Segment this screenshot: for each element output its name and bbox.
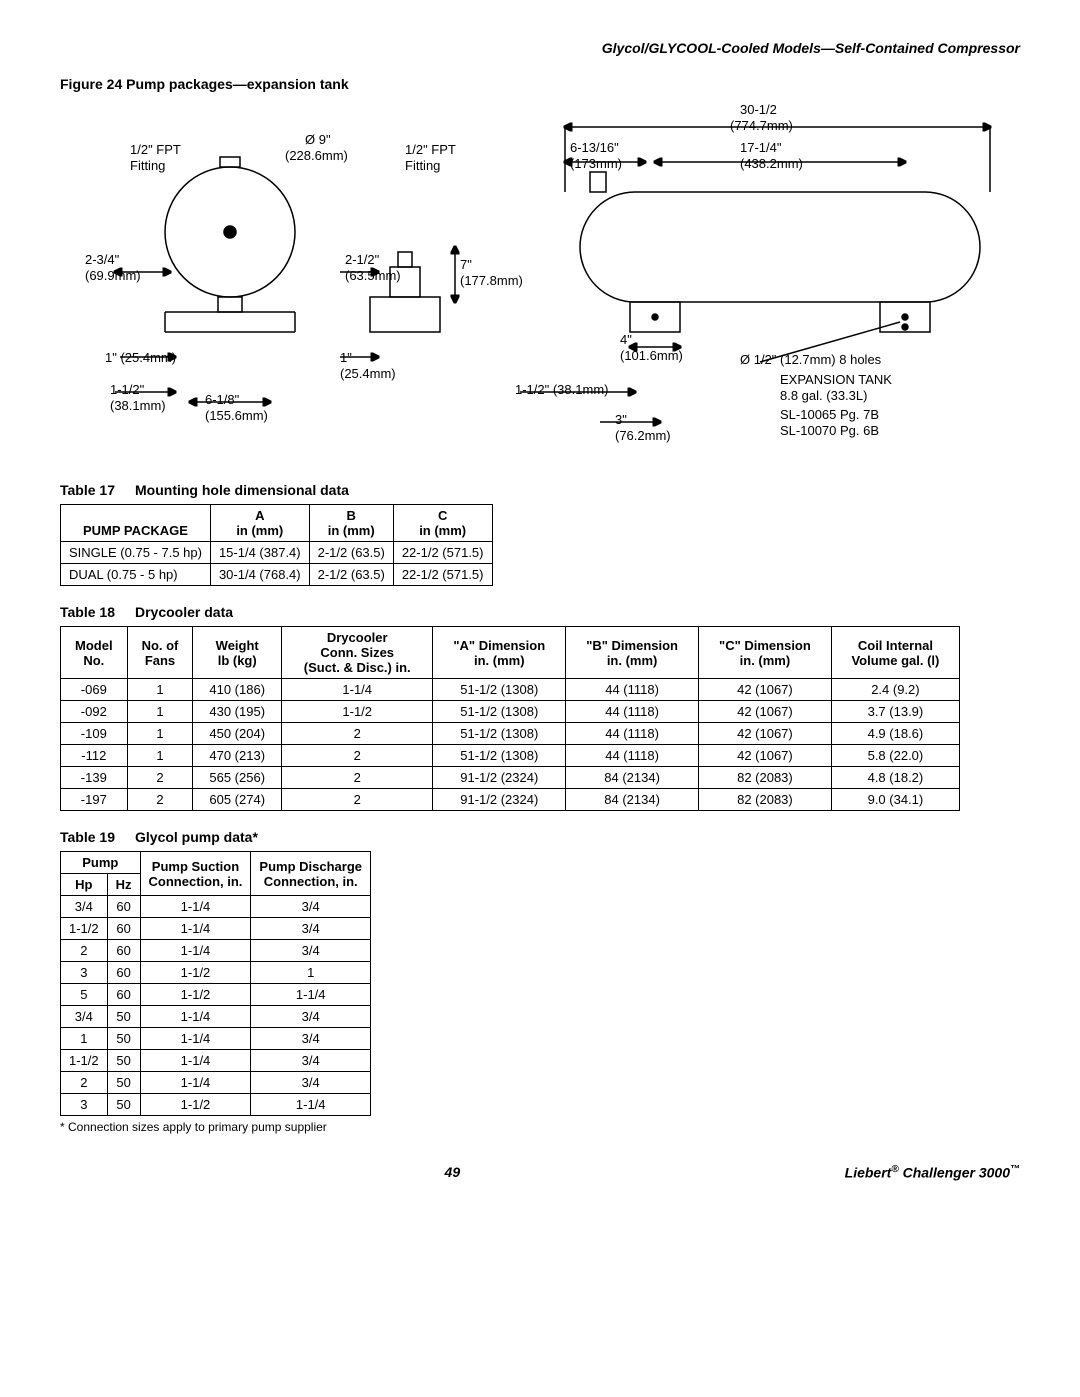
table19-footnote: * Connection sizes apply to primary pump…: [60, 1120, 1020, 1134]
dim-6-13-16: 6-13/16": [570, 140, 619, 155]
dim-6-1-8: 6-1/8": [205, 392, 239, 407]
expansion-tank-diagram: Ø 9" (228.6mm) 1/2" FPTFitting 1/2" FPTF…: [60, 102, 1020, 462]
dim-1b: 1": [340, 350, 352, 365]
page-number: 49: [60, 1164, 845, 1181]
dim-7: 7": [460, 257, 472, 272]
dim-1-1-2b: 1-1/2" (38.1mm): [515, 382, 608, 397]
page-footer: 49 Liebert® Challenger 3000™: [60, 1164, 1020, 1181]
dim-1-1-2: 1-1/2": [110, 382, 144, 397]
dim-2-1-2: 2-1/2": [345, 252, 379, 267]
dim-17-1-4: 17-1/4": [740, 140, 781, 155]
fpt-right: 1/2" FPT: [405, 142, 456, 157]
table19-caption: Table 19Glycol pump data*: [60, 829, 1020, 845]
holes-label: Ø 1/2" (12.7mm) 8 holes: [740, 352, 881, 367]
dim-30-1-2mm: (774.7mm): [730, 118, 793, 133]
dim-4: 4": [620, 332, 632, 347]
page-header: Glycol/GLYCOOL-Cooled Models—Self-Contai…: [60, 40, 1020, 56]
table17-caption: Table 17Mounting hole dimensional data: [60, 482, 1020, 498]
dim-dia9: Ø 9": [305, 132, 331, 147]
sl-label: SL-10065 Pg. 7B: [780, 407, 879, 422]
dim-2-3-4: 2-3/4": [85, 252, 119, 267]
table17: PUMP PACKAGEAin (mm)Bin (mm)Cin (mm)SING…: [60, 504, 493, 586]
dim-3: 3": [615, 412, 627, 427]
table18: ModelNo.No. ofFansWeightlb (kg)Drycooler…: [60, 626, 960, 811]
product-name: Liebert® Challenger 3000™: [845, 1164, 1020, 1181]
fpt-left: 1/2" FPT: [130, 142, 181, 157]
tank-label: EXPANSION TANK: [780, 372, 892, 387]
table18-caption: Table 18Drycooler data: [60, 604, 1020, 620]
dim-30-1-2: 30-1/2: [740, 102, 777, 117]
dim-1a: 1" (25.4mm): [105, 350, 176, 365]
table19: PumpPump SuctionConnection, in.Pump Disc…: [60, 851, 371, 1116]
dim-dia9mm: (228.6mm): [285, 148, 348, 163]
figure-caption: Figure 24 Pump packages—expansion tank: [60, 76, 1020, 92]
